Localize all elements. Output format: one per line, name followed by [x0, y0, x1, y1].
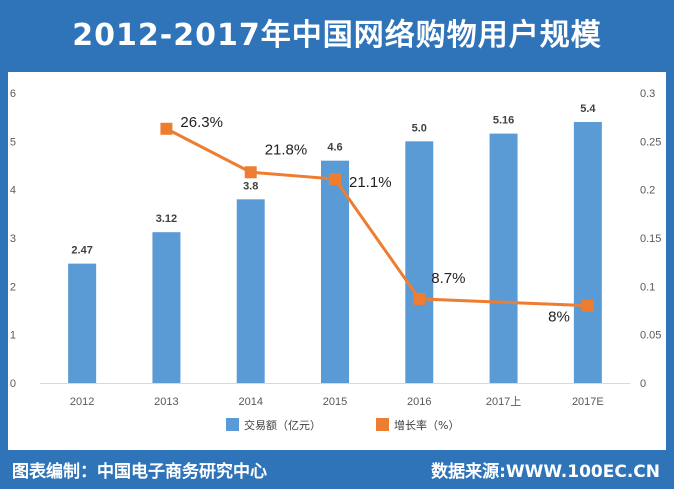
- y-right-tick-label: 0.25: [640, 136, 661, 148]
- y-right-tick-label: 0: [640, 378, 646, 390]
- legend: 交易额（亿元） 增长率（%）: [226, 418, 459, 432]
- y-left-tick-label: 5: [10, 136, 16, 148]
- y-right-tick-label: 0.2: [640, 185, 655, 197]
- y-right-tick-label: 0.1: [640, 281, 655, 293]
- bar: [236, 199, 265, 383]
- y-left-tick-label: 3: [10, 233, 16, 245]
- bar-value-label: 3.8: [243, 180, 258, 192]
- chart: 0 1 2 3 4 5 6 0 0.05 0.1 0.15 0.2 0.25 0.3 2.47 3.12 3…: [10, 88, 662, 432]
- growth-line: [165, 127, 588, 308]
- y-axis-left: 0 1 2 3 4 5 6: [10, 88, 16, 390]
- y-axis-right: 0 0.05 0.1 0.15 0.2 0.25 0.3: [640, 88, 661, 390]
- bar: [152, 232, 181, 383]
- legend-swatch-bar: [226, 418, 239, 431]
- bar: [573, 122, 602, 383]
- x-tick-label: 2017E: [572, 396, 604, 408]
- y-right-tick-label: 0.15: [640, 233, 661, 245]
- growth-point-label: 21.1%: [349, 174, 392, 191]
- title-bar: 2012-2017年中国网络购物用户规模: [0, 0, 674, 72]
- growth-point-label: 26.3%: [180, 114, 223, 131]
- growth-point-label: 8.7%: [431, 270, 465, 287]
- y-left-tick-label: 2: [10, 281, 16, 293]
- y-left-tick-label: 6: [10, 88, 16, 100]
- bar: [405, 141, 434, 383]
- growth-point: [413, 292, 426, 305]
- footer-source-left: 图表编制：中国电子商务研究中心: [12, 462, 267, 482]
- x-tick-label: 2013: [154, 396, 178, 408]
- bar-series: 2.47 3.12 3.8 4.6 5.0 5.16 5.4: [40, 103, 630, 384]
- growth-point-label: 21.8%: [265, 141, 308, 158]
- footer: 图表编制：中国电子商务研究中心 数据来源:WWW.100EC.CN: [0, 450, 674, 489]
- bar-value-label: 5.4: [580, 103, 596, 115]
- legend-label-bar: 交易额（亿元）: [244, 418, 321, 432]
- legend-swatch-line: [376, 418, 389, 431]
- bar: [321, 160, 349, 383]
- growth-point: [244, 166, 257, 179]
- bar-value-label: 2.47: [71, 245, 92, 257]
- x-axis: 2012 2013 2014 2015 2016 2017上 2017E: [70, 395, 604, 408]
- bar-value-label: 4.6: [327, 142, 342, 154]
- x-tick-label: 2012: [70, 396, 94, 408]
- y-left-tick-label: 0: [10, 378, 16, 390]
- legend-label-line: 增长率（%）: [394, 418, 459, 432]
- y-right-tick-label: 0.05: [640, 330, 661, 342]
- footer-source-right: 数据来源:WWW.100EC.CN: [431, 462, 660, 482]
- x-tick-label: 2016: [407, 396, 431, 408]
- growth-point: [329, 173, 341, 186]
- bar-value-label: 5.16: [493, 115, 514, 127]
- bar-value-label: 3.12: [156, 213, 177, 225]
- bar: [489, 133, 518, 383]
- line-series: 26.3% 21.8% 21.1% 8.7% 8%: [160, 114, 594, 326]
- x-tick-label: 2017上: [486, 395, 521, 408]
- y-left-tick-label: 1: [10, 330, 16, 342]
- y-left-tick-label: 4: [10, 185, 16, 197]
- growth-point-label: 8%: [548, 309, 570, 326]
- x-tick-label: 2014: [238, 396, 262, 408]
- y-right-tick-label: 0.3: [640, 88, 655, 100]
- x-tick-label: 2015: [323, 396, 347, 408]
- page-title: 2012-2017年中国网络购物用户规模: [72, 18, 602, 53]
- bar-value-label: 5.0: [412, 122, 427, 134]
- bar: [68, 263, 97, 383]
- growth-point: [581, 299, 594, 312]
- growth-point: [160, 122, 173, 135]
